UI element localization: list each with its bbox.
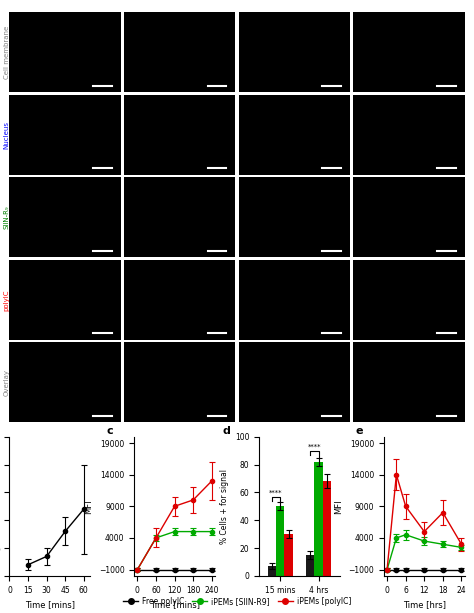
- X-axis label: Time [mins]: Time [mins]: [150, 600, 200, 609]
- Legend: Free polyIC, iPEMs [SIIN-R9], iPEMs [polyIC]: Free polyIC, iPEMs [SIIN-R9], iPEMs [pol…: [120, 594, 354, 609]
- Y-axis label: MFI: MFI: [334, 499, 343, 514]
- Text: e: e: [356, 425, 363, 436]
- X-axis label: Time [mins]: Time [mins]: [25, 600, 75, 609]
- Y-axis label: Nucleus: Nucleus: [4, 121, 9, 149]
- Y-axis label: polyIC: polyIC: [4, 289, 9, 311]
- Title: 15 min: 15 min: [52, 2, 78, 12]
- Text: ****: ****: [269, 490, 283, 496]
- Y-axis label: MFI: MFI: [84, 499, 93, 514]
- Bar: [284, 534, 293, 576]
- Title: 60 min: 60 min: [396, 2, 422, 12]
- Bar: [276, 506, 284, 576]
- Text: ****: ****: [308, 444, 321, 450]
- Y-axis label: SIIN-R₉: SIIN-R₉: [4, 205, 9, 229]
- Text: d: d: [223, 425, 231, 436]
- Bar: [268, 566, 276, 576]
- Title: 45 min: 45 min: [281, 2, 308, 12]
- Y-axis label: % Cells + for signal: % Cells + for signal: [220, 469, 229, 544]
- Y-axis label: Cell membrane: Cell membrane: [4, 26, 9, 79]
- Bar: [314, 462, 323, 576]
- X-axis label: Time [hrs]: Time [hrs]: [403, 600, 446, 609]
- Bar: [306, 555, 314, 576]
- Y-axis label: Overlay: Overlay: [4, 369, 9, 396]
- Bar: [323, 481, 331, 576]
- Text: c: c: [106, 425, 113, 436]
- Title: 30 min: 30 min: [166, 2, 193, 12]
